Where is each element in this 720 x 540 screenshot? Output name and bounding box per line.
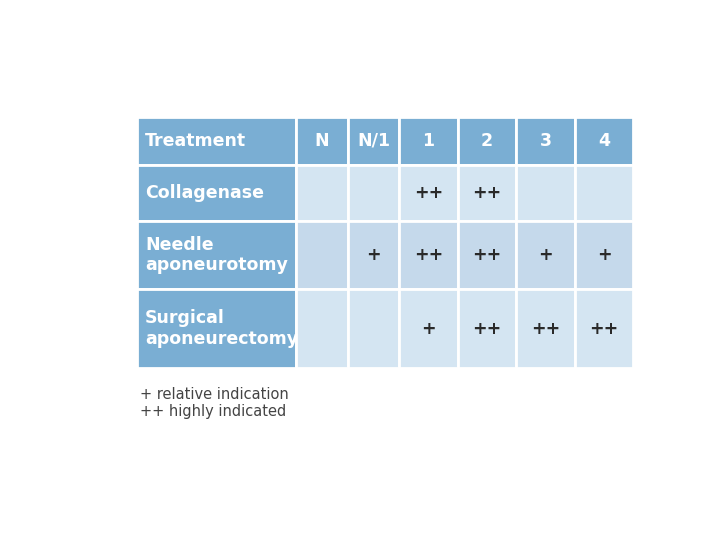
Text: ++: ++ (590, 320, 618, 338)
Text: ++: ++ (414, 246, 443, 264)
FancyBboxPatch shape (516, 165, 575, 221)
FancyBboxPatch shape (348, 117, 399, 165)
FancyBboxPatch shape (458, 289, 516, 368)
Text: +: + (366, 246, 381, 264)
FancyBboxPatch shape (138, 289, 297, 368)
FancyBboxPatch shape (297, 117, 348, 165)
Text: Needle
aponeurotomy: Needle aponeurotomy (145, 235, 288, 274)
Text: +: + (421, 320, 436, 338)
FancyBboxPatch shape (297, 289, 348, 368)
FancyBboxPatch shape (348, 221, 399, 289)
Text: 1: 1 (423, 132, 434, 150)
Text: Surgical
aponeurectomy: Surgical aponeurectomy (145, 309, 298, 348)
FancyBboxPatch shape (138, 221, 297, 289)
FancyBboxPatch shape (516, 221, 575, 289)
Text: ++: ++ (472, 320, 502, 338)
Text: +: + (597, 246, 611, 264)
Text: ++: ++ (531, 320, 560, 338)
FancyBboxPatch shape (348, 165, 399, 221)
Text: N: N (315, 132, 330, 150)
Text: Treatment: Treatment (145, 132, 246, 150)
FancyBboxPatch shape (138, 165, 297, 221)
FancyBboxPatch shape (516, 117, 575, 165)
FancyBboxPatch shape (575, 117, 634, 165)
Text: 3: 3 (539, 132, 552, 150)
Text: ++: ++ (414, 184, 443, 201)
Text: N/1: N/1 (357, 132, 390, 150)
FancyBboxPatch shape (348, 289, 399, 368)
FancyBboxPatch shape (399, 165, 458, 221)
Text: ++: ++ (472, 246, 502, 264)
FancyBboxPatch shape (516, 289, 575, 368)
FancyBboxPatch shape (575, 221, 634, 289)
FancyBboxPatch shape (575, 289, 634, 368)
FancyBboxPatch shape (138, 117, 297, 165)
Text: Collagenase: Collagenase (145, 184, 264, 201)
Text: +: + (539, 246, 553, 264)
Text: 4: 4 (598, 132, 610, 150)
FancyBboxPatch shape (399, 117, 458, 165)
FancyBboxPatch shape (458, 221, 516, 289)
FancyBboxPatch shape (297, 165, 348, 221)
FancyBboxPatch shape (575, 165, 634, 221)
Text: + relative indication
++ highly indicated: + relative indication ++ highly indicate… (140, 387, 289, 420)
Text: ++: ++ (472, 184, 502, 201)
Text: 2: 2 (481, 132, 493, 150)
FancyBboxPatch shape (399, 221, 458, 289)
FancyBboxPatch shape (458, 165, 516, 221)
FancyBboxPatch shape (399, 289, 458, 368)
FancyBboxPatch shape (297, 221, 348, 289)
FancyBboxPatch shape (458, 117, 516, 165)
